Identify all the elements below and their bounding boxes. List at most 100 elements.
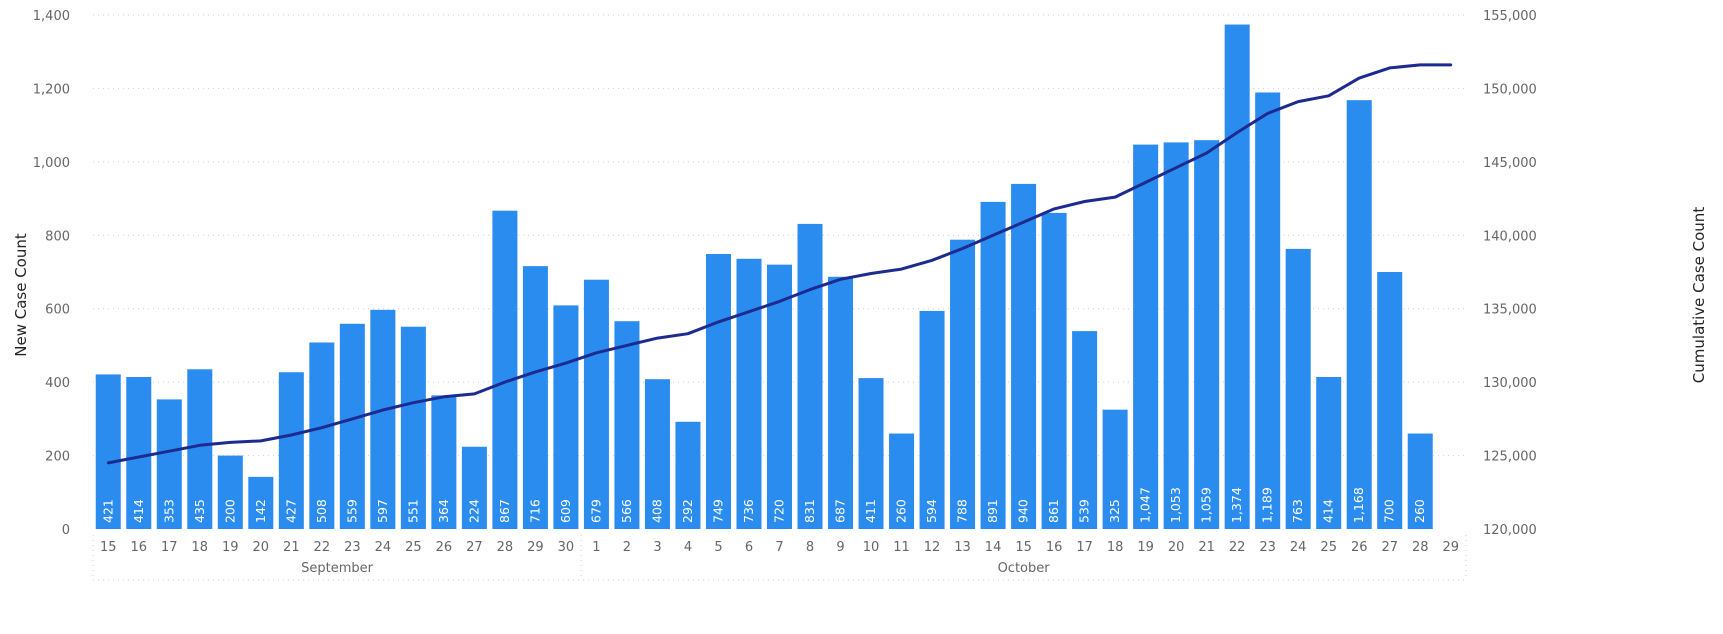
bar[interactable] [1194, 140, 1220, 529]
month-group-label: September [301, 561, 374, 576]
x-tick-label: 21 [283, 540, 300, 555]
x-tick-label: 23 [1259, 540, 1276, 555]
bar[interactable] [1224, 24, 1250, 529]
x-tick-label: 26 [1351, 540, 1368, 555]
bar-data-label: 435 [192, 499, 207, 523]
x-tick-label: 27 [466, 540, 483, 555]
x-tick-label: 19 [1137, 540, 1154, 555]
cumulative-line[interactable] [106, 63, 1453, 465]
bar[interactable] [1377, 272, 1403, 529]
bar-data-label: 1,059 [1199, 487, 1214, 523]
bar[interactable] [553, 305, 579, 529]
bar-data-label: 687 [833, 499, 848, 523]
bar-data-label: 408 [649, 499, 664, 523]
bar[interactable] [1316, 377, 1342, 529]
bar[interactable] [370, 309, 396, 529]
bar[interactable] [1285, 248, 1311, 529]
bar[interactable] [1102, 409, 1128, 529]
bar[interactable] [400, 326, 426, 529]
bar[interactable] [858, 378, 884, 529]
y2-axis-title: Cumulative Case Count [1690, 207, 1708, 384]
bar[interactable] [126, 377, 152, 529]
bar[interactable] [675, 421, 701, 529]
bar-data-label: 200 [222, 499, 237, 523]
bar-data-label: 720 [772, 499, 787, 523]
y-tick-label: 1,400 [33, 9, 70, 24]
bar-data-label: 861 [1046, 499, 1061, 523]
x-tick-label: 13 [954, 540, 971, 555]
bar[interactable] [1011, 183, 1037, 529]
x-tick-label: 30 [558, 540, 575, 555]
x-tick-label: 15 [100, 540, 117, 555]
x-tick-label: 27 [1381, 540, 1398, 555]
y2-tick-label: 155,000 [1483, 9, 1537, 24]
bar[interactable] [705, 254, 731, 529]
bar[interactable] [156, 399, 182, 529]
bar-data-label: 867 [497, 499, 512, 523]
x-tick-label: 15 [1015, 540, 1032, 555]
x-tick-label: 23 [344, 540, 361, 555]
y-tick-label: 400 [45, 376, 70, 391]
bar[interactable] [1407, 433, 1433, 529]
x-tick-label: 20 [253, 540, 270, 555]
bar[interactable] [889, 433, 915, 529]
bar-data-label: 539 [1077, 499, 1092, 523]
bar[interactable] [950, 239, 976, 530]
bar[interactable] [1163, 142, 1189, 530]
bar[interactable] [1072, 331, 1098, 529]
bar[interactable] [278, 372, 304, 529]
bar[interactable] [766, 264, 793, 529]
bar-data-label: 749 [710, 499, 725, 523]
bar-data-label: 142 [253, 499, 268, 523]
x-tick-label: 3 [653, 540, 661, 555]
x-tick-label: 20 [1168, 540, 1185, 555]
x-tick-label: 17 [161, 540, 178, 555]
bar[interactable] [614, 321, 640, 529]
bar[interactable] [95, 374, 121, 529]
x-tick-label: 7 [775, 540, 783, 555]
bar[interactable] [583, 279, 609, 529]
y-tick-label: 0 [62, 523, 70, 538]
bar[interactable] [217, 455, 243, 529]
bar[interactable] [522, 266, 548, 529]
bar-data-label: 559 [344, 499, 359, 523]
bar[interactable] [797, 223, 823, 529]
bar-data-label: 594 [924, 499, 939, 523]
bar[interactable] [828, 276, 854, 529]
x-tick-label: 10 [863, 540, 880, 555]
bar[interactable] [187, 369, 213, 529]
bar[interactable] [736, 258, 762, 529]
bar-data-label: 1,374 [1229, 487, 1244, 523]
x-tick-label: 29 [527, 540, 544, 555]
bar[interactable] [248, 476, 274, 529]
bar[interactable] [1346, 100, 1372, 530]
bar-data-label: 788 [955, 499, 970, 523]
bar[interactable] [309, 342, 335, 529]
bar[interactable] [1133, 144, 1159, 529]
x-tick-label: 5 [714, 540, 722, 555]
bar[interactable] [461, 446, 487, 529]
bar[interactable] [644, 379, 670, 529]
y2-tick-label: 125,000 [1483, 450, 1537, 465]
bar[interactable] [339, 323, 365, 529]
x-tick-label: 26 [436, 540, 453, 555]
bar[interactable] [431, 395, 457, 529]
bar-data-label: 353 [161, 499, 176, 523]
x-tick-label: 1 [592, 540, 600, 555]
bar-data-label: 551 [405, 499, 420, 523]
x-tick-label: 16 [1046, 540, 1063, 555]
bar[interactable] [492, 210, 518, 530]
bar[interactable] [919, 310, 945, 529]
bar[interactable] [1041, 212, 1067, 529]
x-tick-label: 25 [405, 540, 422, 555]
bar-data-label: 716 [527, 499, 542, 523]
x-tick-label: 16 [130, 540, 147, 555]
bar-data-label: 260 [894, 499, 909, 523]
x-tick-label: 14 [985, 540, 1002, 555]
bar-data-label: 831 [802, 499, 817, 523]
bar[interactable] [1255, 92, 1281, 530]
bar[interactable] [980, 201, 1006, 529]
bar-data-label: 1,189 [1260, 487, 1275, 523]
